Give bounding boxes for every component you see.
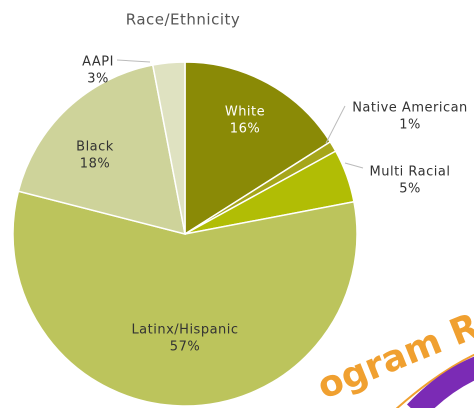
chart-title: Race/Ethnicity [126, 11, 241, 29]
slice-value-label: 1% [399, 118, 421, 133]
decoration: ogram R [312, 306, 474, 408]
slice-value-label: 16% [230, 122, 260, 137]
leader-line [117, 60, 150, 62]
slice-label: AAPI [82, 55, 114, 70]
slice-label: Multi Racial [370, 165, 451, 180]
slice-value-label: 57% [170, 340, 200, 355]
chart: Race/Ethnicity White 16% Native American 1%… [0, 0, 474, 408]
slice-label: White [225, 105, 265, 120]
slice-label: Black [76, 140, 114, 155]
leader-line [326, 106, 345, 143]
slice-value-label: 5% [399, 182, 421, 197]
slice-label: Native American [352, 101, 468, 116]
slice-label: Latinx/Hispanic [131, 323, 238, 338]
leader-line [345, 163, 363, 168]
slice-value-label: 3% [87, 72, 109, 87]
slice-value-label: 18% [80, 157, 110, 172]
